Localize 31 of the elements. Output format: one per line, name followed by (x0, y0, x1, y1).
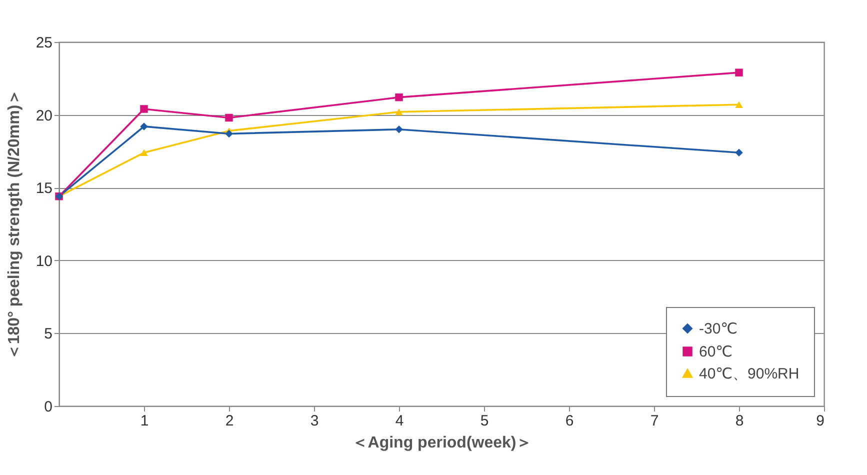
y-tick-label: 15 (36, 180, 52, 198)
x-tick-label: 3 (310, 412, 319, 430)
point (225, 130, 233, 138)
point (140, 122, 148, 130)
x-tick-label: 4 (395, 412, 404, 430)
point (735, 68, 743, 76)
y-tick-label: 10 (36, 252, 52, 270)
legend-label: 40℃、90%RH (699, 366, 800, 382)
point (735, 148, 743, 157)
legend-label: 60℃ (699, 344, 733, 360)
x-tick-label: 2 (225, 412, 234, 430)
y-tick-label: 25 (36, 34, 52, 52)
x-tick-label: 5 (480, 412, 489, 430)
legend-label: -30℃ (699, 320, 738, 338)
y-tick-label: 20 (36, 107, 52, 124)
point (140, 105, 148, 113)
point (395, 125, 403, 134)
point (225, 114, 233, 122)
x-tick-label: 1 (140, 412, 149, 430)
x-tick-label: 6 (565, 412, 574, 430)
x-tick-label: 9 (816, 412, 824, 430)
point (395, 108, 403, 116)
x-tick-label: 8 (735, 412, 744, 430)
point (140, 149, 148, 156)
y-tick-label: 0 (44, 398, 52, 416)
x-axis-title: ＜Aging period(week)＞ (352, 434, 532, 452)
x-tick-label: 7 (650, 412, 659, 430)
y-tick-label: 5 (44, 326, 52, 343)
point (395, 93, 403, 102)
point (735, 101, 743, 108)
y-axis-title: ＜180° peeling strength (N/20mm)＞ (6, 88, 23, 360)
